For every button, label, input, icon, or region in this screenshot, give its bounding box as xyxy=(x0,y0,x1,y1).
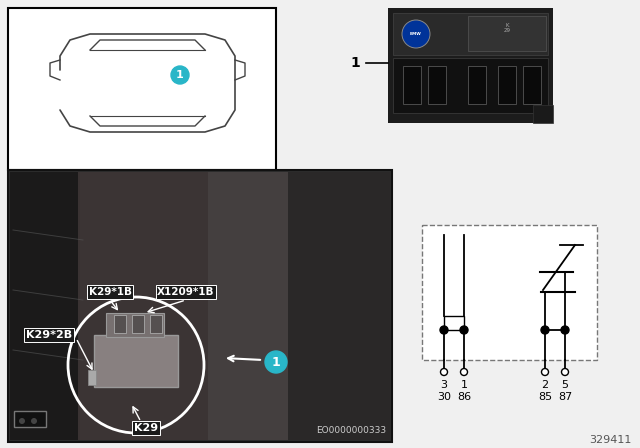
Circle shape xyxy=(31,418,37,424)
Bar xyxy=(533,105,553,123)
Bar xyxy=(468,66,486,104)
Text: K
29: K 29 xyxy=(504,22,511,34)
Text: K29: K29 xyxy=(134,423,158,433)
Bar xyxy=(498,66,516,104)
Bar xyxy=(428,66,446,104)
Bar xyxy=(78,172,208,440)
Text: BMW: BMW xyxy=(410,32,422,36)
Bar xyxy=(393,13,548,55)
Text: K29*2B: K29*2B xyxy=(26,330,72,340)
Text: 1: 1 xyxy=(271,356,280,369)
Circle shape xyxy=(19,418,25,424)
Bar xyxy=(288,172,390,440)
Circle shape xyxy=(561,326,569,334)
Bar xyxy=(150,315,162,333)
Circle shape xyxy=(440,326,448,334)
Circle shape xyxy=(265,351,287,373)
Circle shape xyxy=(402,20,430,48)
Bar xyxy=(8,170,392,442)
Circle shape xyxy=(541,369,548,375)
Text: 2: 2 xyxy=(541,380,548,390)
Bar xyxy=(393,58,548,113)
Text: 1: 1 xyxy=(461,380,467,390)
Text: 85: 85 xyxy=(538,392,552,402)
Text: 1: 1 xyxy=(350,56,360,70)
Bar xyxy=(468,16,546,51)
Text: 86: 86 xyxy=(457,392,471,402)
Bar xyxy=(94,335,178,387)
Circle shape xyxy=(171,66,189,84)
Bar xyxy=(10,172,80,440)
Text: X1209*1B: X1209*1B xyxy=(157,287,215,297)
Bar xyxy=(106,313,164,337)
Bar xyxy=(444,316,464,330)
Bar xyxy=(114,315,126,333)
Circle shape xyxy=(440,369,447,375)
Circle shape xyxy=(461,369,467,375)
Circle shape xyxy=(561,369,568,375)
Text: 87: 87 xyxy=(558,392,572,402)
Bar xyxy=(88,370,96,385)
Bar xyxy=(14,411,46,427)
Text: 30: 30 xyxy=(437,392,451,402)
Bar xyxy=(403,66,421,104)
Bar xyxy=(208,172,288,440)
Text: 3: 3 xyxy=(440,380,447,390)
Circle shape xyxy=(460,326,468,334)
Text: EO0000000333: EO0000000333 xyxy=(316,426,386,435)
Bar xyxy=(523,66,541,104)
Bar xyxy=(422,225,597,360)
Bar xyxy=(388,8,553,123)
Text: 329411: 329411 xyxy=(589,435,632,445)
Text: 1: 1 xyxy=(176,70,184,80)
Bar xyxy=(8,8,276,170)
Circle shape xyxy=(541,326,549,334)
Text: K29*1B: K29*1B xyxy=(88,287,131,297)
Bar xyxy=(132,315,144,333)
Text: 5: 5 xyxy=(561,380,568,390)
